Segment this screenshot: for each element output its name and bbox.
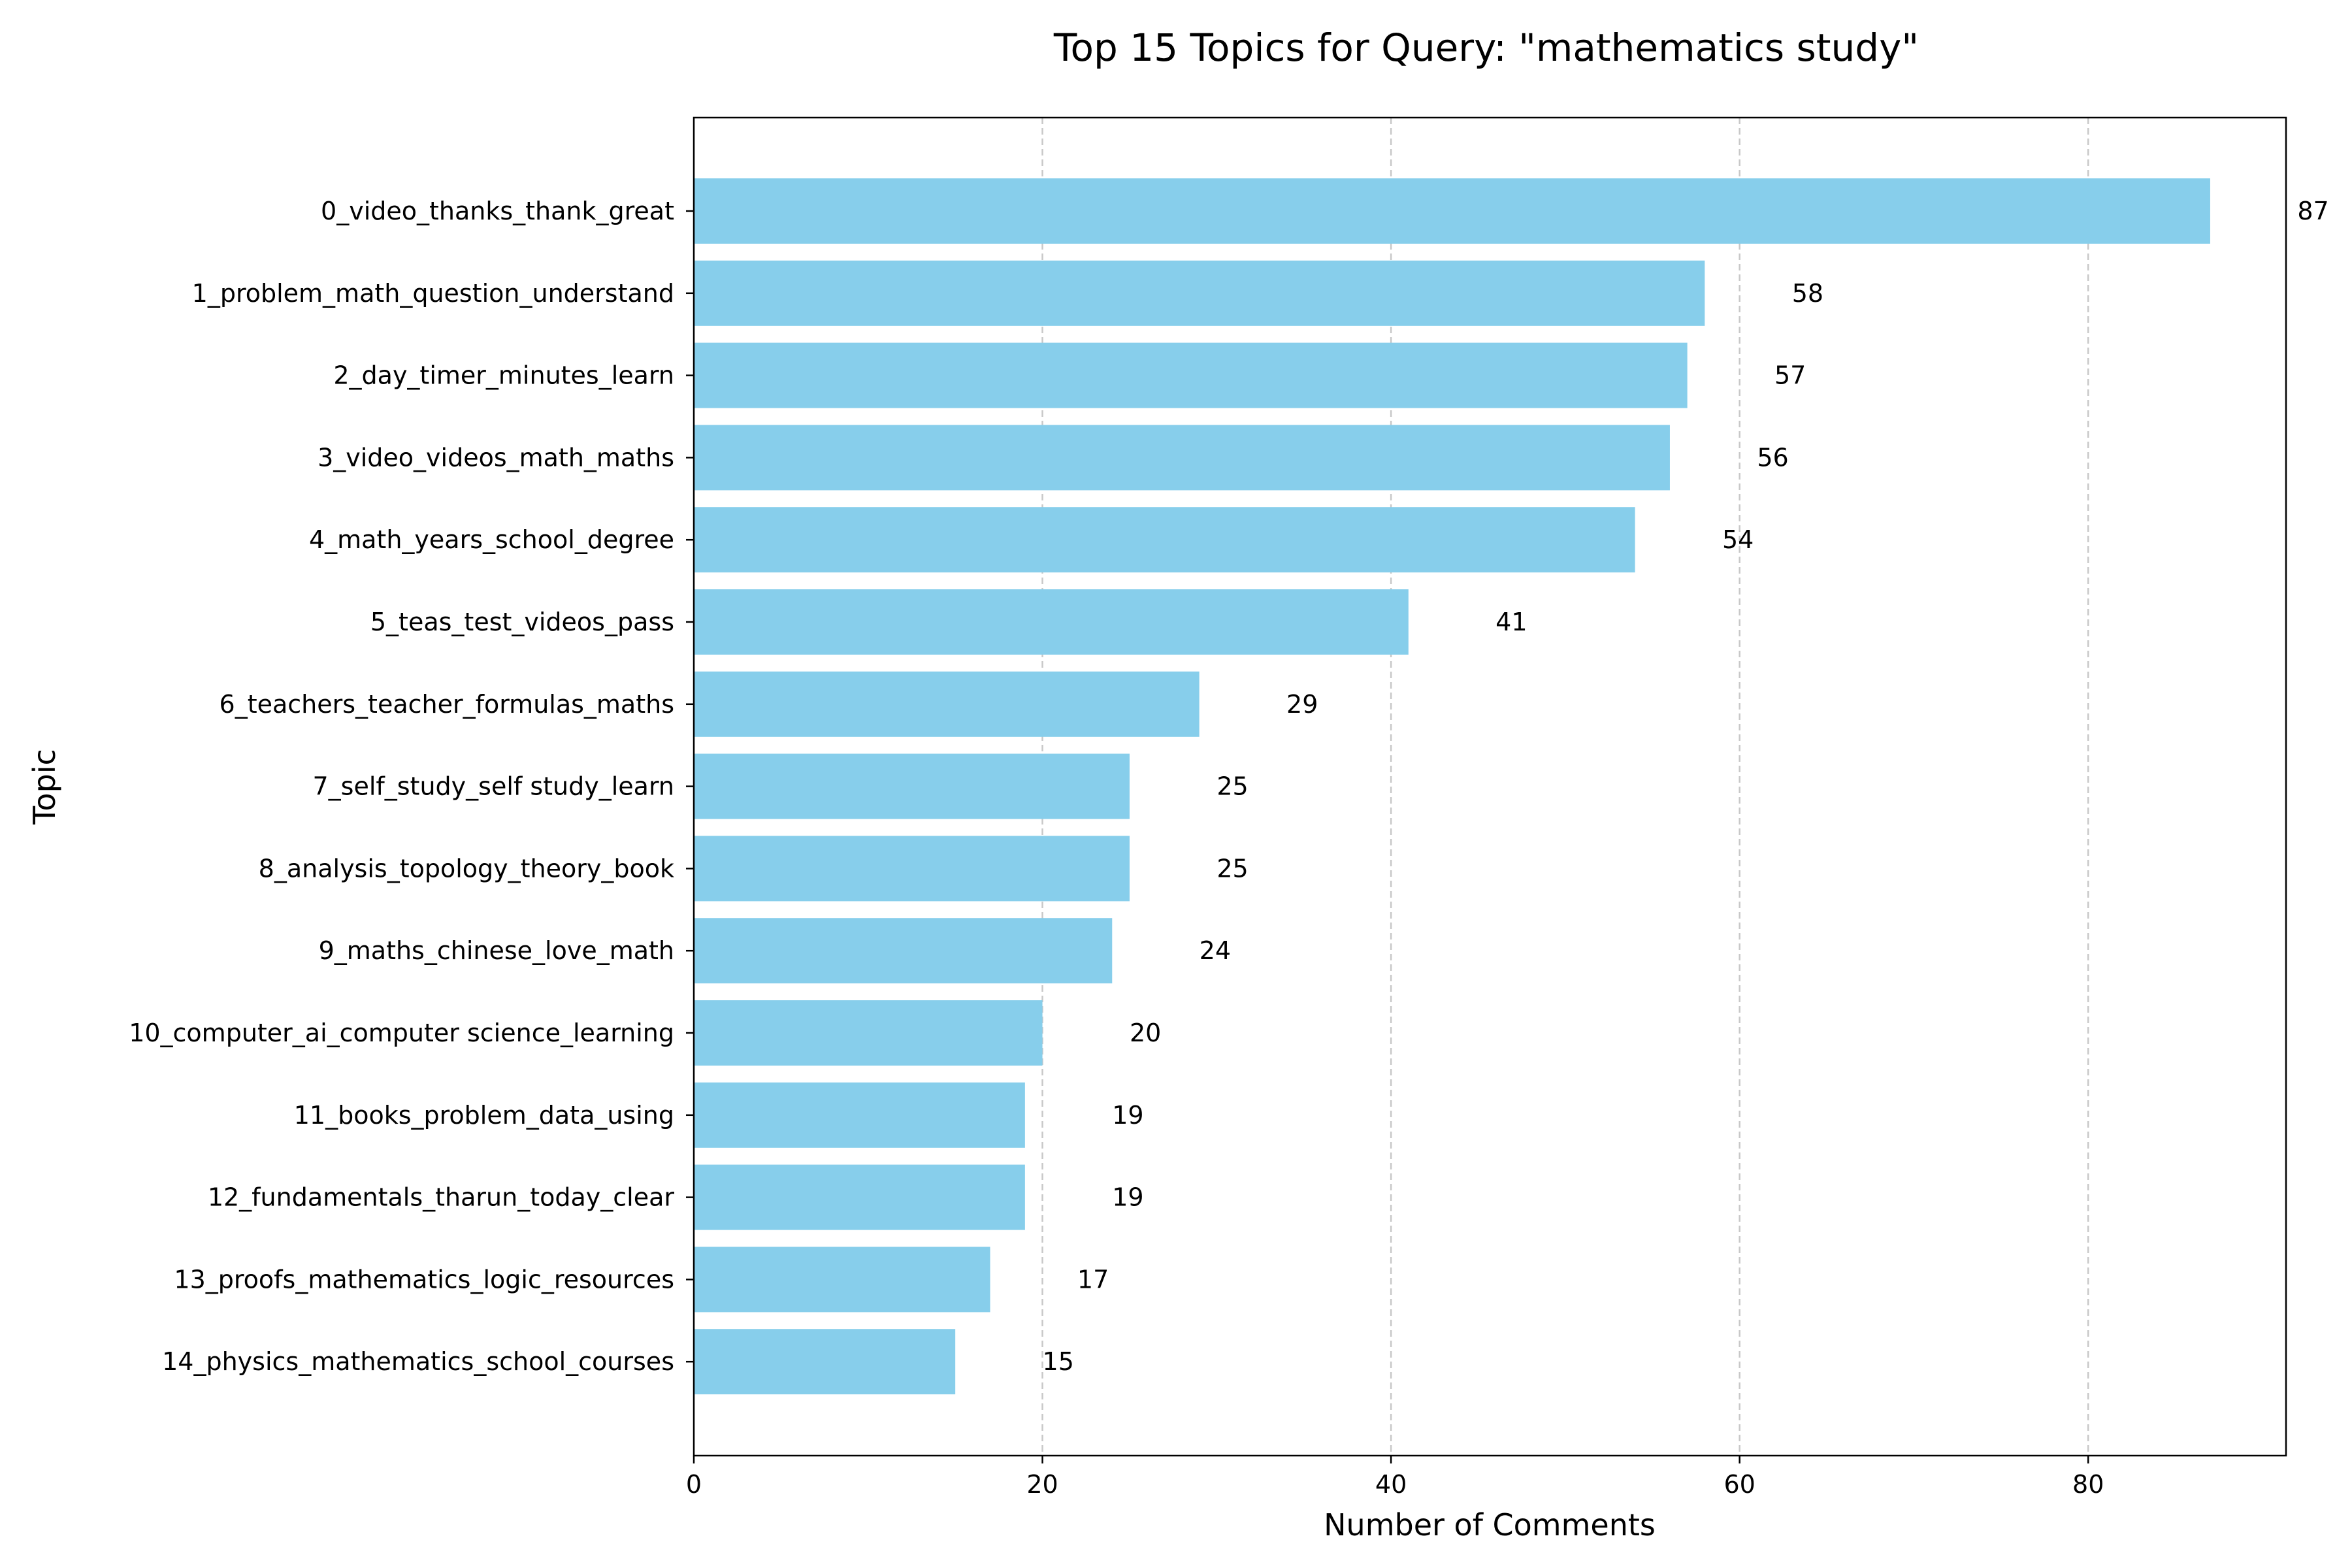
data-label: 19 — [1112, 1183, 1143, 1212]
data-label: 25 — [1217, 854, 1248, 883]
data-label: 17 — [1077, 1265, 1109, 1294]
y-tick-label: 1_problem_math_question_understand — [192, 279, 674, 308]
data-label: 54 — [1722, 525, 1754, 554]
x-axis-label: Number of Comments — [1324, 1507, 1656, 1543]
x-tick-label: 60 — [1723, 1470, 1755, 1499]
data-label: 19 — [1112, 1101, 1143, 1130]
bar — [694, 342, 1688, 408]
data-label: 58 — [1792, 279, 1823, 308]
x-tick-label: 20 — [1026, 1470, 1058, 1499]
bar — [694, 836, 1130, 902]
data-labels: 87 58 57 56 54 41 29 25 25 24 20 19 19 17 15 — [1043, 197, 2329, 1376]
y-tick-label: 4_math_years_school_degree — [309, 525, 674, 554]
bar — [694, 178, 2210, 244]
data-label: 57 — [1774, 361, 1806, 390]
bar — [694, 1329, 956, 1395]
y-tick-label: 2_day_timer_minutes_learn — [333, 361, 674, 390]
x-tick-labels: 0 20 40 60 80 — [686, 1456, 2104, 1499]
y-tick-label: 8_analysis_topology_theory_book — [259, 854, 674, 883]
bar — [694, 589, 1409, 655]
y-tick-label: 3_video_videos_math_maths — [318, 443, 674, 472]
bar — [694, 918, 1113, 984]
bar — [694, 1247, 990, 1313]
y-axis-label: Topic — [27, 749, 62, 825]
y-tick-label: 7_self_study_self study_learn — [312, 772, 674, 801]
data-label: 24 — [1200, 936, 1231, 965]
bar — [694, 1164, 1025, 1230]
bar — [694, 1000, 1043, 1066]
bar — [694, 260, 1705, 326]
bar — [694, 753, 1130, 819]
bar — [694, 671, 1200, 737]
y-tick-label: 6_teachers_teacher_formulas_maths — [220, 690, 674, 719]
y-tick-label: 13_proofs_mathematics_logic_resources — [174, 1265, 674, 1294]
y-tick-label: 12_fundamentals_tharun_today_clear — [208, 1183, 675, 1212]
y-tick-label: 0_video_thanks_thank_great — [321, 197, 674, 225]
x-tick-label: 0 — [686, 1470, 702, 1499]
y-tick-labels: 0_video_thanks_thank_great 1_problem_math… — [129, 197, 694, 1376]
chart-title: Top 15 Topics for Query: "mathematics st… — [1053, 25, 1919, 70]
bar — [694, 1082, 1025, 1148]
y-tick-label: 14_physics_mathematics_school_courses — [162, 1347, 674, 1376]
bar — [694, 425, 1670, 491]
data-label: 41 — [1495, 608, 1527, 636]
y-tick-label: 10_computer_ai_computer science_learning — [129, 1019, 674, 1047]
bar — [694, 507, 1635, 573]
bars — [694, 178, 2210, 1395]
y-tick-label: 9_maths_chinese_love_math — [319, 936, 674, 965]
y-tick-label: 11_books_problem_data_using — [294, 1101, 674, 1130]
data-label: 29 — [1286, 690, 1318, 719]
data-label: 87 — [2297, 197, 2328, 225]
data-label: 25 — [1217, 772, 1248, 801]
data-label: 20 — [1130, 1019, 1161, 1047]
y-tick-label: 5_teas_test_videos_pass — [370, 608, 674, 636]
x-tick-label: 80 — [2072, 1470, 2104, 1499]
x-tick-label: 40 — [1375, 1470, 1407, 1499]
data-label: 15 — [1043, 1347, 1074, 1376]
data-label: 56 — [1757, 443, 1788, 472]
